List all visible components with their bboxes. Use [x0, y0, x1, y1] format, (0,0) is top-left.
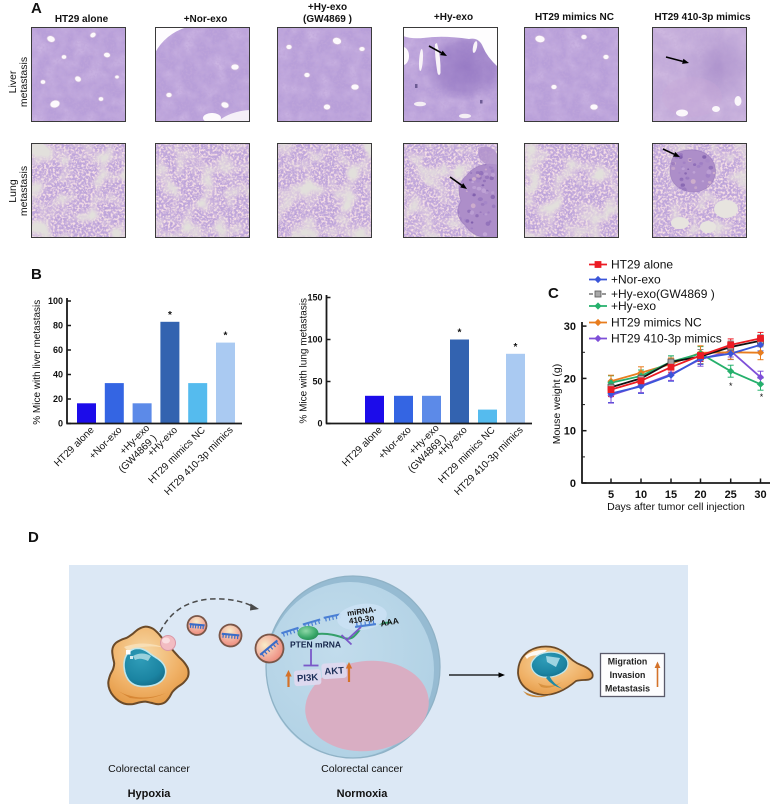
svg-text:0: 0 [570, 478, 576, 490]
svg-text:+Hy-exo: +Hy-exo [611, 299, 656, 313]
svg-text:AKT: AKT [324, 665, 344, 677]
svg-text:30: 30 [754, 489, 766, 501]
svg-text:+Hy-exo(GW4869 ): +Hy-exo(GW4869 ) [611, 287, 715, 301]
svg-text:50: 50 [312, 377, 322, 387]
svg-text:410-3p: 410-3p [348, 613, 374, 625]
svg-text:15: 15 [665, 489, 677, 501]
svg-text:100: 100 [48, 296, 63, 306]
svg-text:PI3K: PI3K [297, 672, 319, 684]
svg-text:20: 20 [564, 373, 576, 385]
svg-text:150: 150 [307, 293, 322, 303]
svg-text:20: 20 [694, 489, 706, 501]
svg-text:Invasion: Invasion [610, 670, 646, 680]
svg-text:% Mice with liver metastasis: % Mice with liver metastasis [32, 300, 43, 425]
svg-text:5: 5 [608, 489, 614, 501]
svg-text:80: 80 [53, 321, 63, 331]
svg-text:HT29 alone: HT29 alone [611, 258, 673, 272]
svg-text:20: 20 [53, 394, 63, 404]
svg-text:PTEN mRNA: PTEN mRNA [290, 640, 341, 650]
svg-text:Days after tumor cell injectio: Days after tumor cell injection [607, 501, 745, 513]
svg-text:% Mice with lung metastasis: % Mice with lung metastasis [299, 298, 310, 424]
svg-text:0: 0 [58, 419, 63, 429]
svg-text:60: 60 [53, 345, 63, 355]
svg-text:miRNA-: miRNA- [346, 605, 377, 618]
svg-text:+Nor-exo: +Nor-exo [611, 273, 661, 287]
svg-text:*: * [729, 381, 733, 391]
svg-text:Mouse weight (g): Mouse weight (g) [551, 364, 563, 445]
svg-text:HT29 410-3p mimics: HT29 410-3p mimics [611, 332, 722, 346]
svg-text:25: 25 [725, 489, 737, 501]
svg-text:30: 30 [564, 321, 576, 333]
svg-text:*: * [760, 392, 764, 402]
svg-text:10: 10 [635, 489, 647, 501]
svg-text:Metastasis: Metastasis [605, 684, 650, 694]
svg-text:AAA: AAA [380, 615, 400, 628]
svg-text:HT29 mimics NC: HT29 mimics NC [611, 316, 702, 330]
svg-text:10: 10 [564, 426, 576, 438]
svg-text:*: * [514, 342, 518, 353]
svg-text:100: 100 [307, 335, 322, 345]
svg-text:*: * [168, 310, 172, 321]
svg-text:40: 40 [53, 370, 63, 380]
svg-text:*: * [458, 328, 462, 339]
svg-text:Migration: Migration [608, 657, 648, 667]
svg-text:0: 0 [317, 419, 322, 429]
svg-text:*: * [224, 331, 228, 342]
